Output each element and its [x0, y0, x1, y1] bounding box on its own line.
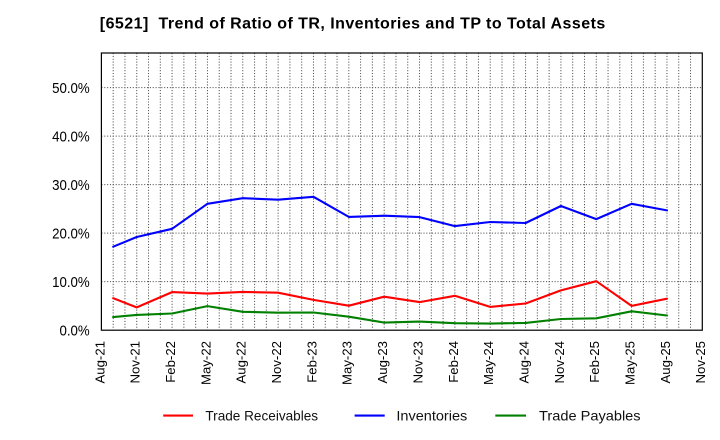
svg-text:Nov-24: Nov-24 [552, 341, 567, 384]
svg-text:Aug-24: Aug-24 [517, 341, 532, 384]
svg-text:Feb-24: Feb-24 [446, 341, 461, 383]
svg-text:Aug-23: Aug-23 [375, 341, 390, 384]
svg-text:Nov-25: Nov-25 [693, 341, 708, 384]
svg-text:[6521] Trend of Ratio of TR,: [6521] Trend of Ratio of TR, Inventories… [100, 16, 606, 33]
svg-text:Nov-23: Nov-23 [410, 341, 425, 384]
svg-text:Aug-21: Aug-21 [92, 341, 107, 384]
svg-text:Inventories: Inventories [396, 407, 467, 423]
svg-text:20.0%: 20.0% [52, 226, 90, 243]
svg-text:Feb-22: Feb-22 [163, 341, 178, 383]
svg-text:Trade Receivables: Trade Receivables [205, 407, 318, 423]
svg-text:Nov-22: Nov-22 [269, 341, 284, 384]
svg-text:Trade Payables: Trade Payables [539, 407, 641, 423]
svg-text:Nov-21: Nov-21 [128, 341, 143, 384]
svg-text:May-25: May-25 [623, 341, 638, 385]
svg-text:May-22: May-22 [198, 341, 213, 385]
svg-text:30.0%: 30.0% [52, 177, 90, 194]
svg-text:May-24: May-24 [481, 341, 496, 385]
svg-text:40.0%: 40.0% [52, 128, 90, 145]
svg-text:Aug-25: Aug-25 [658, 341, 673, 384]
svg-text:0.0%: 0.0% [60, 323, 90, 340]
svg-text:Feb-23: Feb-23 [304, 341, 319, 383]
svg-text:Feb-25: Feb-25 [587, 341, 602, 383]
svg-text:May-23: May-23 [340, 341, 355, 385]
svg-text:Aug-22: Aug-22 [234, 341, 249, 384]
svg-text:50.0%: 50.0% [52, 80, 90, 97]
svg-text:10.0%: 10.0% [52, 274, 90, 291]
